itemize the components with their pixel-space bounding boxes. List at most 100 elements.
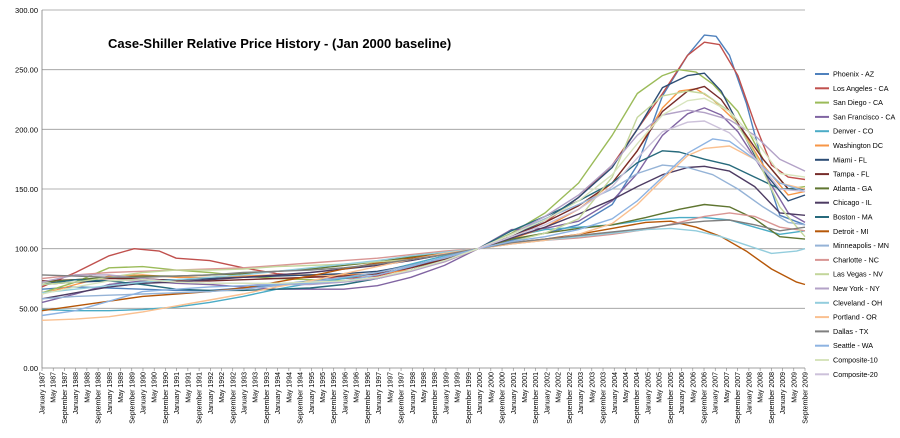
- legend-entry: Dallas - TX: [833, 327, 869, 336]
- x-tick-label: January 1999: [443, 372, 450, 415]
- x-tick-label: January 1994: [275, 372, 282, 415]
- x-tick-label: May 1993: [253, 372, 260, 403]
- x-tick-label: January 1992: [208, 372, 215, 415]
- x-tick-label: January 1988: [73, 372, 80, 415]
- legend-entry: Phoenix - AZ: [833, 70, 875, 79]
- legend-entry: Las Vegas - NV: [833, 270, 883, 279]
- y-tick-label: 50.00: [19, 304, 38, 313]
- x-tick-label: May 1999: [455, 372, 462, 403]
- x-tick-label: September 1999: [466, 372, 473, 424]
- legend-entry: Seattle - WA: [833, 341, 873, 350]
- y-tick-label: 250.00: [15, 66, 38, 75]
- x-tick-label: January 1997: [376, 372, 383, 415]
- x-tick-label: May 1996: [354, 372, 361, 403]
- x-tick-label: September 1988: [96, 372, 103, 424]
- series-lines: [41, 34, 806, 321]
- x-tick-label: May 2005: [657, 372, 664, 403]
- x-tick-label: September 1989: [129, 372, 136, 424]
- x-tick-label: September 2006: [702, 372, 709, 424]
- x-tick-label: May 2002: [556, 372, 563, 403]
- series-line: [41, 219, 806, 278]
- legend-entry: San Diego - CA: [833, 98, 883, 107]
- x-tick-label: May 1988: [84, 372, 91, 403]
- y-tick-label: 0.00: [23, 364, 38, 373]
- x-tick-label: September 1987: [62, 372, 69, 424]
- chart-title: Case-Shiller Relative Price History - (J…: [108, 36, 451, 51]
- legend-entry: Charlotte - NC: [833, 255, 879, 264]
- legend-entry: Denver - CO: [833, 127, 874, 136]
- x-tick-label: May 2003: [589, 372, 596, 403]
- x-tick-label: May 1989: [118, 372, 125, 403]
- y-tick-label: 200.00: [15, 125, 38, 134]
- x-tick-label: January 1990: [140, 372, 147, 415]
- x-tick-label: September 2001: [533, 372, 540, 424]
- x-tick-label: January 1991: [174, 372, 181, 415]
- x-tick-label: January 2009: [780, 372, 787, 415]
- x-tick-label: September 1995: [331, 372, 338, 424]
- x-tick-label: May 2006: [690, 372, 697, 403]
- legend: Phoenix - AZ Los Angeles - CA San Diego - …: [815, 70, 896, 379]
- series-line: [477, 120, 806, 250]
- x-tick-label: May 1994: [286, 372, 293, 403]
- gridlines: [42, 9, 805, 309]
- legend-entry: Cleveland - OH: [833, 298, 882, 307]
- legend-entry: Minneapolis - MN: [833, 241, 889, 250]
- x-tick-label: September 2005: [668, 372, 675, 424]
- x-tick-label: January 2001: [511, 372, 518, 415]
- x-tick-label: January 2002: [544, 372, 551, 415]
- x-tick-label: September 2007: [735, 372, 742, 424]
- x-tick-label: January 2003: [578, 372, 585, 415]
- y-tick-label: 300.00: [15, 6, 38, 15]
- x-tick-label: September 2004: [634, 372, 641, 424]
- x-tick-label: January 2007: [713, 372, 720, 415]
- y-tick-label: 100.00: [15, 245, 38, 254]
- legend-entry: Detroit - MI: [833, 227, 869, 236]
- x-tick-label: May 1990: [152, 372, 159, 403]
- x-tick-label: May 1992: [219, 372, 226, 403]
- x-tick-label: May 2001: [522, 372, 529, 403]
- series-line: [41, 138, 806, 317]
- legend-entry: Tampa - FL: [833, 170, 869, 179]
- x-tick-label: September 1997: [399, 372, 406, 424]
- x-tick-label: January 2008: [746, 372, 753, 415]
- x-tick-label: May 2004: [623, 372, 630, 403]
- x-tick-label: September 2008: [769, 372, 776, 424]
- x-tick-label: May 2008: [758, 372, 765, 403]
- x-tick-label: May 1987: [51, 372, 58, 403]
- legend-entry: Chicago - IL: [833, 198, 872, 207]
- series-line: [41, 216, 806, 312]
- legend-entry: New York - NY: [833, 284, 880, 293]
- x-tick-label: January 2005: [645, 372, 652, 415]
- x-tick-label: September 1990: [163, 372, 170, 424]
- y-tick-label: 150.00: [15, 185, 38, 194]
- x-tick-label: May 1998: [421, 372, 428, 403]
- x-tick-label: September 2000: [500, 372, 507, 424]
- x-tick-label: September 2003: [601, 372, 608, 424]
- series-line: [41, 97, 806, 295]
- x-tick-label: September 1998: [432, 372, 439, 424]
- x-tick-label: January 1998: [410, 372, 417, 415]
- legend-entry: Composite-20: [833, 370, 878, 379]
- x-tick-label: September 1996: [365, 372, 372, 424]
- x-tick-label: January 1989: [107, 372, 114, 415]
- legend-entry: Boston - MA: [833, 213, 873, 222]
- x-tick-label: May 2000: [488, 372, 495, 403]
- x-tick-label: May 1995: [320, 372, 327, 403]
- x-tick-label: September 1992: [230, 372, 237, 424]
- x-tick-label: January 1987: [40, 372, 47, 415]
- legend-entry: Los Angeles - CA: [833, 84, 889, 93]
- x-tick-label: January 1995: [309, 372, 316, 415]
- legend-entry: San Francisco - CA: [833, 112, 896, 121]
- x-tick-label: January 2000: [477, 372, 484, 415]
- x-tick-label: May 2009: [791, 372, 798, 403]
- x-tick-label: September 1991: [197, 372, 204, 424]
- x-tick-label: May 1997: [387, 372, 394, 403]
- x-tick-label: January 1996: [342, 372, 349, 415]
- legend-entry: Washington DC: [833, 141, 883, 150]
- x-tick-label: May 2007: [724, 372, 731, 403]
- x-tick-label: September 1993: [264, 372, 271, 424]
- legend-entry: Atlanta - GA: [833, 184, 872, 193]
